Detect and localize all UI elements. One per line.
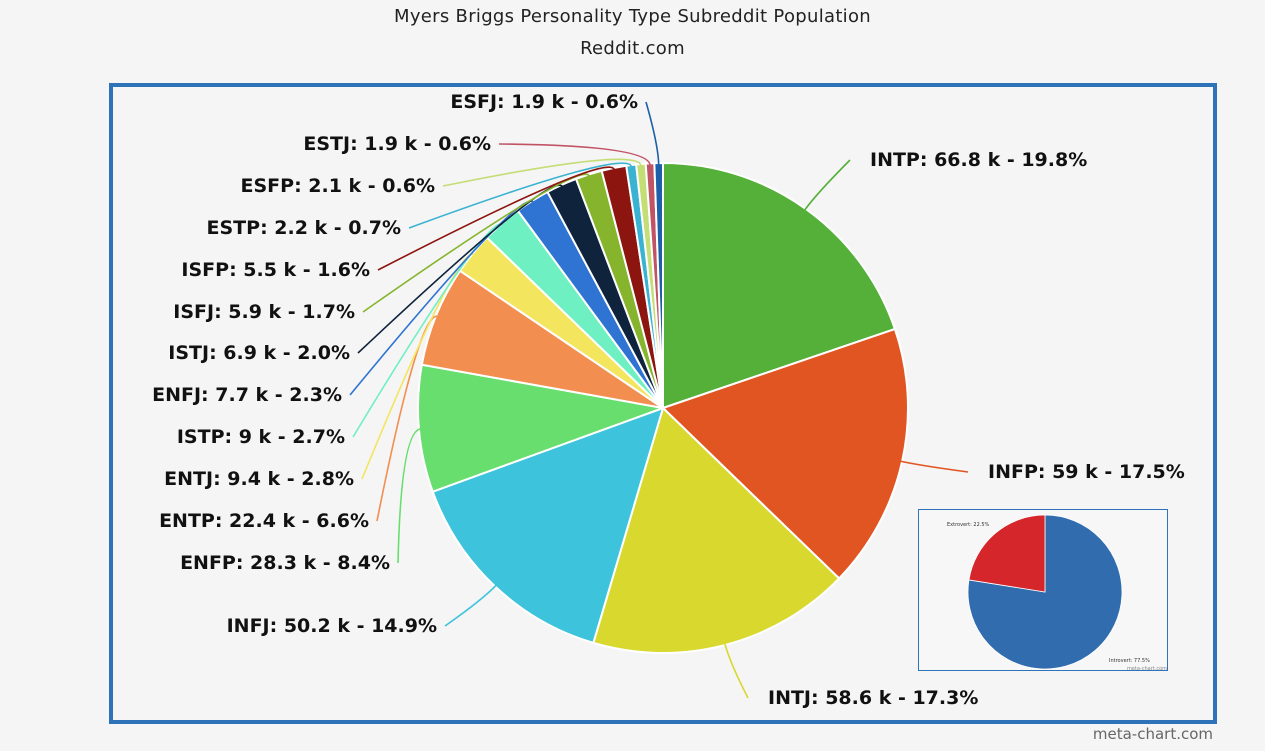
slice-label-esfj: ESFJ: 1.9 k - 0.6% — [450, 91, 638, 113]
leader-line-estp — [408, 162, 633, 229]
slice-label-entj: ENTJ: 9.4 k - 2.8% — [164, 468, 354, 490]
leader-line-infp — [899, 460, 969, 473]
slice-label-intp: INTP: 66.8 k - 19.8% — [870, 149, 1087, 171]
leader-line-isfj — [362, 173, 591, 313]
leader-line-istp — [352, 223, 504, 438]
chart-title: Myers Briggs Personality Type Subreddit … — [393, 6, 871, 27]
leader-line-intp — [803, 159, 851, 211]
slice-label-enfp: ENFP: 28.3 k - 8.4% — [180, 552, 390, 574]
pie-slices — [417, 161, 909, 654]
slice-label-enfj: ENFJ: 7.7 k - 2.3% — [152, 384, 342, 406]
slice-labels: INTP: 66.8 k - 19.8% INFP: 59 k - 17.5% IN… — [152, 91, 1185, 709]
leader-line-estj — [498, 143, 651, 166]
inset-slice-extrovert[interactable] — [968, 514, 1046, 593]
watermark: meta-chart.com — [1092, 725, 1213, 743]
leader-line-entp — [376, 315, 439, 522]
slice-label-istp: ISTP: 9 k - 2.7% — [177, 426, 345, 448]
inset-label-introvert: Introvert: 77.5% — [1109, 658, 1150, 664]
chart-frame — [109, 83, 1217, 724]
slice-label-infj: INFJ: 50.2 k - 14.9% — [227, 615, 437, 637]
inset-chart: Introvert: 77.5% Extrovert: 22.5% meta-cha… — [918, 509, 1168, 672]
leader-line-infj — [444, 584, 498, 627]
slice-label-intj: INTJ: 58.6 k - 17.3% — [768, 687, 978, 709]
slice-label-estj: ESTJ: 1.9 k - 0.6% — [303, 133, 491, 155]
slice-label-infp: INFP: 59 k - 17.5% — [988, 461, 1185, 483]
leader-line-esfj — [645, 101, 660, 166]
slice-label-istj: ISTJ: 6.9 k - 2.0% — [168, 342, 350, 364]
slice-label-entp: ENTP: 22.4 k - 6.6% — [159, 510, 369, 532]
leader-line-intj — [723, 642, 749, 699]
slice-label-isfp: ISFP: 5.5 k - 1.6% — [181, 259, 370, 281]
chart-subtitle: Reddit.com — [580, 38, 685, 59]
slice-label-estp: ESTP: 2.2 k - 0.7% — [207, 217, 401, 239]
leader-line-esfp — [442, 158, 642, 187]
leader-lines — [349, 101, 969, 699]
leader-line-isfp — [377, 166, 616, 271]
leader-line-enfp — [397, 427, 422, 564]
slice-label-isfj: ISFJ: 5.9 k - 1.7% — [173, 301, 355, 323]
inset-label-extrovert: Extrovert: 22.5% — [947, 522, 990, 528]
inset-pie-chart: Introvert: 77.5% Extrovert: 22.5% meta-cha… — [947, 514, 1167, 672]
inset-watermark: meta-chart.com — [1127, 666, 1167, 672]
slice-label-esfp: ESFP: 2.1 k - 0.6% — [241, 175, 436, 197]
